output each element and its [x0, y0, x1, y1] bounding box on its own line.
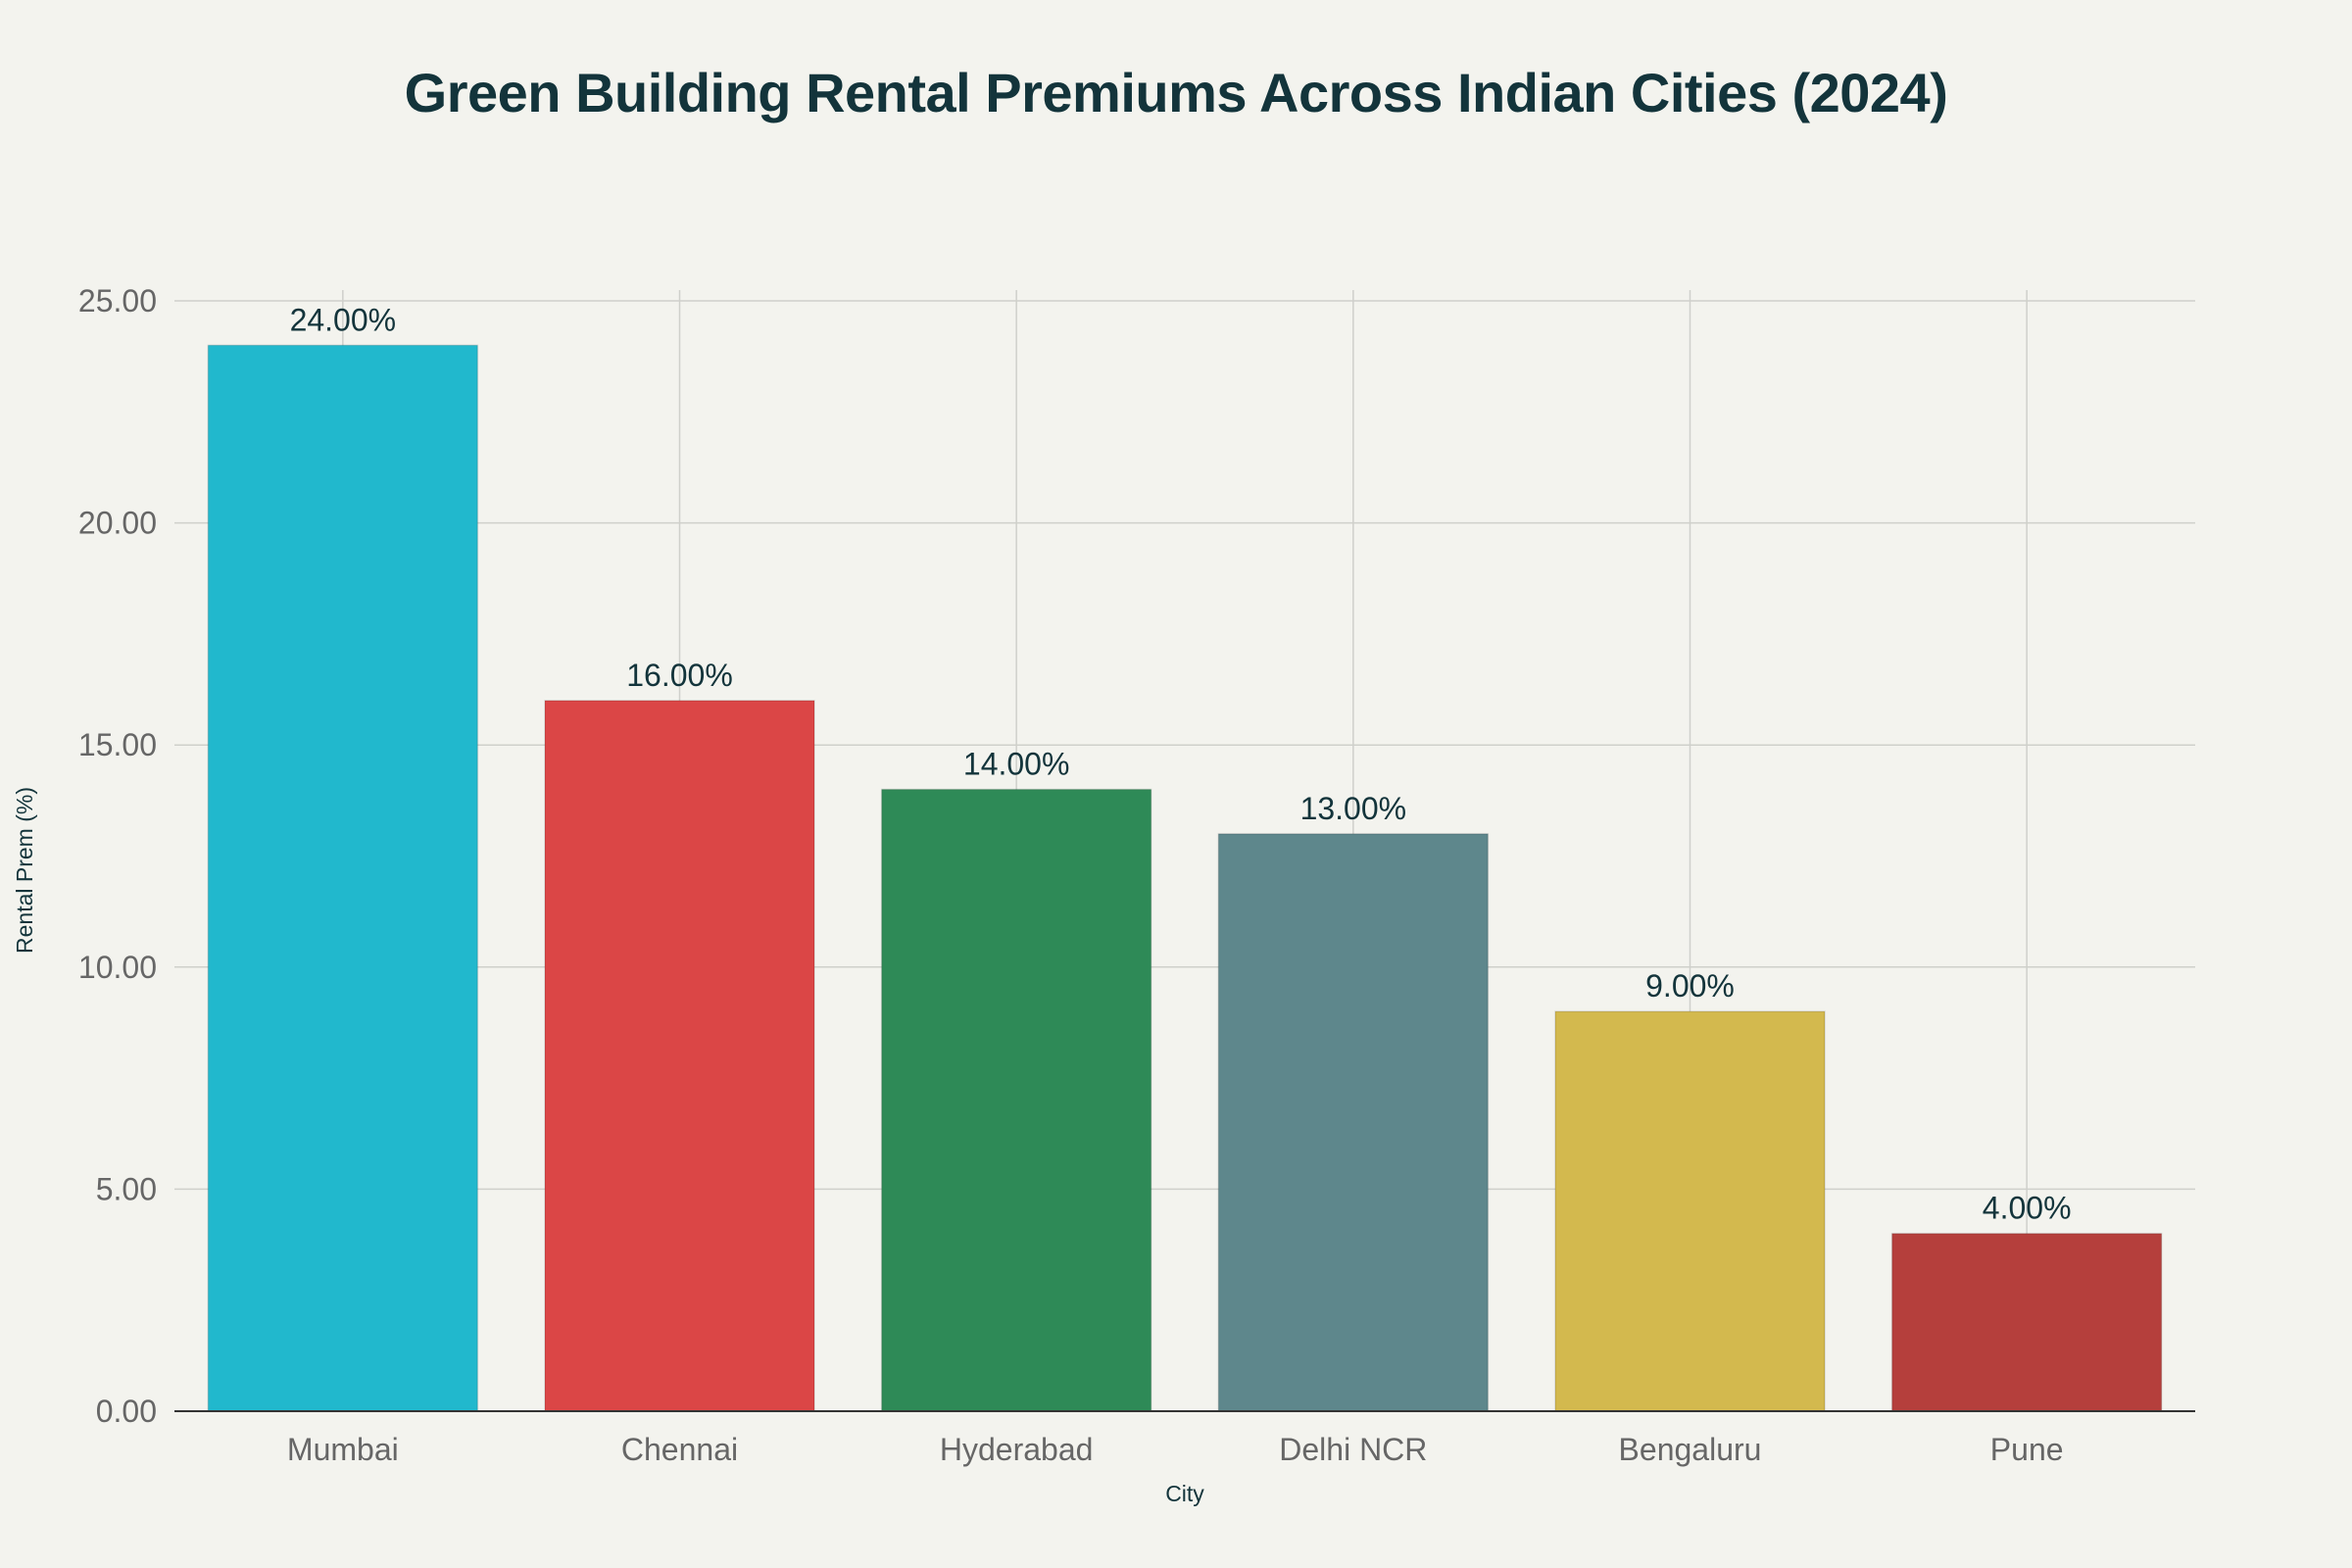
bar-chennai	[544, 700, 815, 1412]
chart-title: Green Building Rental Premiums Across In…	[404, 62, 1948, 123]
x-tick-label: Delhi NCR	[1279, 1432, 1427, 1467]
data-label: 14.00%	[963, 747, 1070, 782]
bar-mumbai	[207, 344, 479, 1412]
x-tick-label: Chennai	[621, 1432, 738, 1467]
x-tick-label: Pune	[1990, 1432, 2064, 1467]
bar-pune	[1890, 1232, 2163, 1412]
labels: 0.00 5.00 10.00 15.00 20.00 25.00 24.00% Mumbai…	[78, 283, 2072, 1467]
data-label: 4.00%	[1983, 1191, 2072, 1226]
x-axis-title: City	[1165, 1481, 1204, 1506]
y-tick-label: 5.00	[96, 1171, 157, 1206]
x-tick-label: Bengaluru	[1619, 1432, 1762, 1467]
x-tick-label: Mumbai	[287, 1432, 399, 1467]
y-tick-label: 15.00	[78, 727, 157, 762]
data-label: 13.00%	[1300, 791, 1407, 826]
bar-hyderabad	[880, 788, 1152, 1412]
bars	[207, 344, 2163, 1412]
y-tick-label: 10.00	[78, 950, 157, 985]
bar-bengaluru	[1554, 1010, 1826, 1412]
x-tick-label: Hyderabad	[940, 1432, 1094, 1467]
y-tick-label: 20.00	[78, 506, 157, 541]
y-tick-label: 25.00	[78, 283, 157, 318]
y-tick-label: 0.00	[96, 1394, 157, 1429]
data-label: 9.00%	[1645, 968, 1735, 1004]
data-label: 16.00%	[626, 658, 733, 693]
bar-delhi-ncr	[1217, 833, 1490, 1412]
data-label: 24.00%	[290, 302, 397, 337]
y-axis-title: Rental Prem (%)	[12, 787, 37, 954]
